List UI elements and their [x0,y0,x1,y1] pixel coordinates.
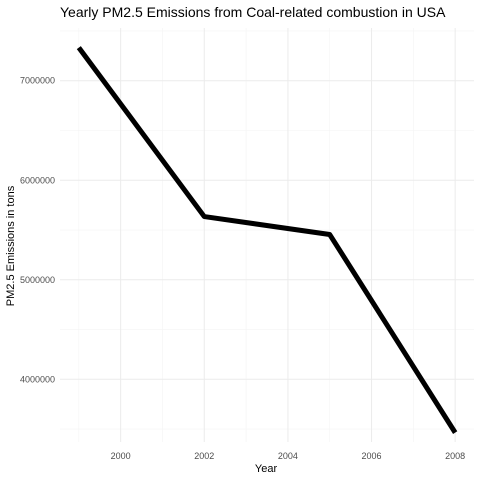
y-tick-label: 5000000 [20,275,55,285]
y-axis-title: PM2.5 Emissions in tons [5,185,17,306]
y-tick-label: 6000000 [20,175,55,185]
x-tick-label: 2000 [111,451,131,461]
x-tick-label: 2008 [445,451,465,461]
grid [60,28,474,442]
series-layer [76,46,458,434]
x-axis-title: Year [255,463,278,475]
chart-title: Yearly PM2.5 Emissions from Coal-related… [60,4,446,20]
series-line [76,46,458,434]
x-tick-label: 2004 [278,451,298,461]
tick-labels: 2000 2002 2004 2006 2008 4000000 5000000 600000… [20,76,465,461]
y-tick-label: 4000000 [20,374,55,384]
x-tick-label: 2006 [362,451,382,461]
y-tick-label: 7000000 [20,76,55,86]
x-tick-label: 2002 [194,451,214,461]
